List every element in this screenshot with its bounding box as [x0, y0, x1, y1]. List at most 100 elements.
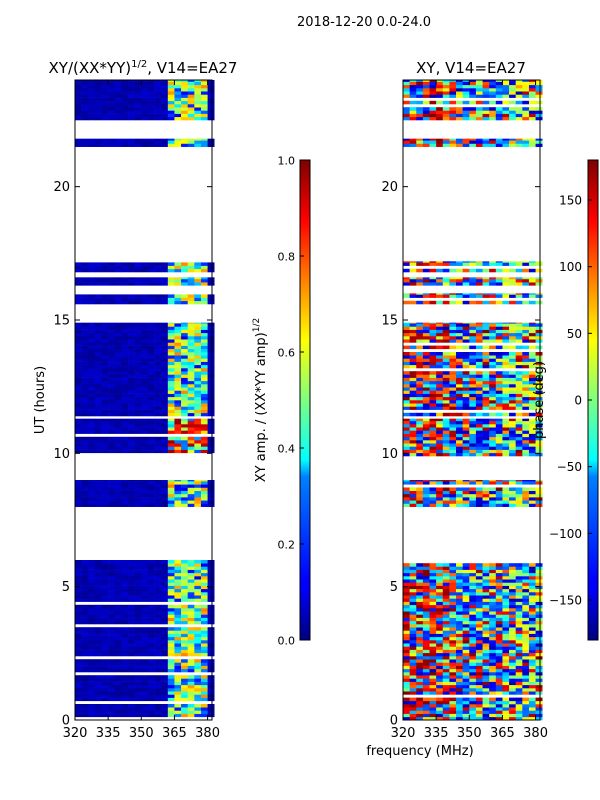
- heatmap-cell: [482, 116, 490, 121]
- heatmap-cell: [409, 576, 417, 580]
- heatmap-cell: [154, 704, 162, 708]
- heatmap-cell: [207, 643, 215, 647]
- heatmap-cell: [101, 713, 109, 718]
- heatmap-cell: [121, 560, 129, 564]
- heatmap-cell: [422, 88, 430, 92]
- heatmap-cell: [147, 668, 155, 673]
- heatmap-cell: [75, 665, 82, 670]
- heatmap-cell: [495, 110, 503, 114]
- heatmap-cell: [114, 665, 122, 670]
- heatmap-cell: [174, 678, 182, 682]
- heatmap-cell: [121, 138, 129, 141]
- heatmap-cell: [416, 352, 424, 356]
- heatmap-cell: [147, 97, 155, 102]
- heatmap-cell: [88, 140, 96, 144]
- colorbar-tick-label: 1.0: [278, 155, 296, 168]
- heatmap-cell: [409, 700, 417, 705]
- heatmap-cell: [409, 377, 417, 382]
- heatmap-cell: [528, 262, 536, 266]
- heatmap-cell: [422, 630, 430, 634]
- heatmap-cell: [167, 384, 175, 388]
- heatmap-cell: [101, 627, 109, 631]
- heatmap-cell: [187, 604, 195, 609]
- heatmap-cell: [88, 418, 96, 422]
- heatmap-cell: [88, 710, 96, 714]
- heatmap-cell: [141, 300, 149, 305]
- heatmap-cell: [502, 624, 510, 628]
- heatmap-cell: [422, 681, 430, 686]
- heatmap-cell: [174, 446, 182, 450]
- heatmap-cell: [482, 84, 490, 89]
- heatmap-cell: [522, 500, 530, 504]
- heatmap-cell: [108, 94, 116, 98]
- heatmap-cell: [161, 684, 169, 689]
- heatmap-cell: [121, 91, 129, 95]
- heatmap-cell: [495, 446, 503, 450]
- heatmap-cell: [141, 440, 149, 444]
- heatmap-cell: [436, 371, 444, 375]
- heatmap-cell: [502, 716, 510, 721]
- heatmap-cell: [475, 88, 483, 92]
- heatmap-cell: [128, 427, 135, 431]
- heatmap-cell: [128, 104, 135, 108]
- heatmap-cell: [462, 396, 470, 401]
- heatmap-cell: [181, 614, 188, 618]
- heatmap-cell: [535, 377, 543, 382]
- heatmap-cell: [522, 116, 530, 121]
- heatmap-cell: [456, 277, 463, 280]
- heatmap-cell: [154, 104, 162, 108]
- heatmap-cell: [174, 449, 182, 454]
- heatmap-cell: [416, 262, 424, 266]
- heatmap-cell: [469, 490, 477, 495]
- heatmap-cell: [207, 361, 215, 366]
- heatmap-cell: [207, 668, 215, 673]
- heatmap-cell: [442, 88, 450, 92]
- heatmap-cell: [174, 418, 182, 422]
- heatmap-cell: [495, 384, 503, 388]
- figure-title: 2018-12-20 0.0-24.0: [297, 15, 431, 30]
- heatmap-cell: [128, 84, 135, 89]
- heatmap-cell: [495, 345, 503, 350]
- heatmap-cell: [495, 582, 503, 586]
- heatmap-cell: [81, 707, 89, 711]
- heatmap-cell: [194, 595, 202, 599]
- heatmap-cell: [475, 374, 483, 378]
- heatmap-cell: [442, 400, 450, 404]
- heatmap-cell: [422, 668, 430, 673]
- heatmap-cell: [436, 636, 444, 641]
- heatmap-cell: [200, 107, 208, 111]
- heatmap-cell: [187, 490, 195, 495]
- heatmap-cell: [114, 440, 122, 444]
- heatmap-cell: [114, 563, 122, 567]
- heatmap-cell: [114, 684, 122, 689]
- heatmap-cell: [515, 436, 523, 441]
- heatmap-cell: [456, 691, 463, 695]
- heatmap-cell: [462, 675, 470, 679]
- heatmap-cell: [522, 652, 530, 657]
- heatmap-cell: [495, 493, 503, 498]
- heatmap-cell: [469, 277, 477, 280]
- heatmap-cell: [187, 116, 195, 121]
- heatmap-cell: [482, 355, 490, 359]
- heatmap-cell: [528, 84, 536, 89]
- heatmap-cell: [489, 384, 497, 388]
- heatmap-cell: [134, 617, 142, 622]
- heatmap-cell: [134, 620, 142, 625]
- heatmap-cell: [416, 361, 424, 366]
- heatmap-cell: [456, 443, 463, 447]
- heatmap-cell: [94, 342, 102, 346]
- heatmap-cell: [121, 348, 129, 353]
- heatmap-cell: [509, 678, 516, 682]
- heatmap-cell: [194, 368, 202, 372]
- heatmap-cell: [509, 652, 516, 657]
- heatmap-cell: [456, 329, 463, 334]
- heatmap-cell: [181, 380, 188, 385]
- heatmap-cell: [94, 427, 102, 431]
- heatmap-cell: [167, 390, 175, 394]
- heatmap-cell: [181, 278, 188, 283]
- heatmap-cell: [522, 688, 530, 692]
- heatmap-cell: [187, 406, 195, 410]
- heatmap-cell: [154, 364, 162, 369]
- heatmap-cell: [75, 440, 82, 444]
- heatmap-cell: [515, 300, 523, 305]
